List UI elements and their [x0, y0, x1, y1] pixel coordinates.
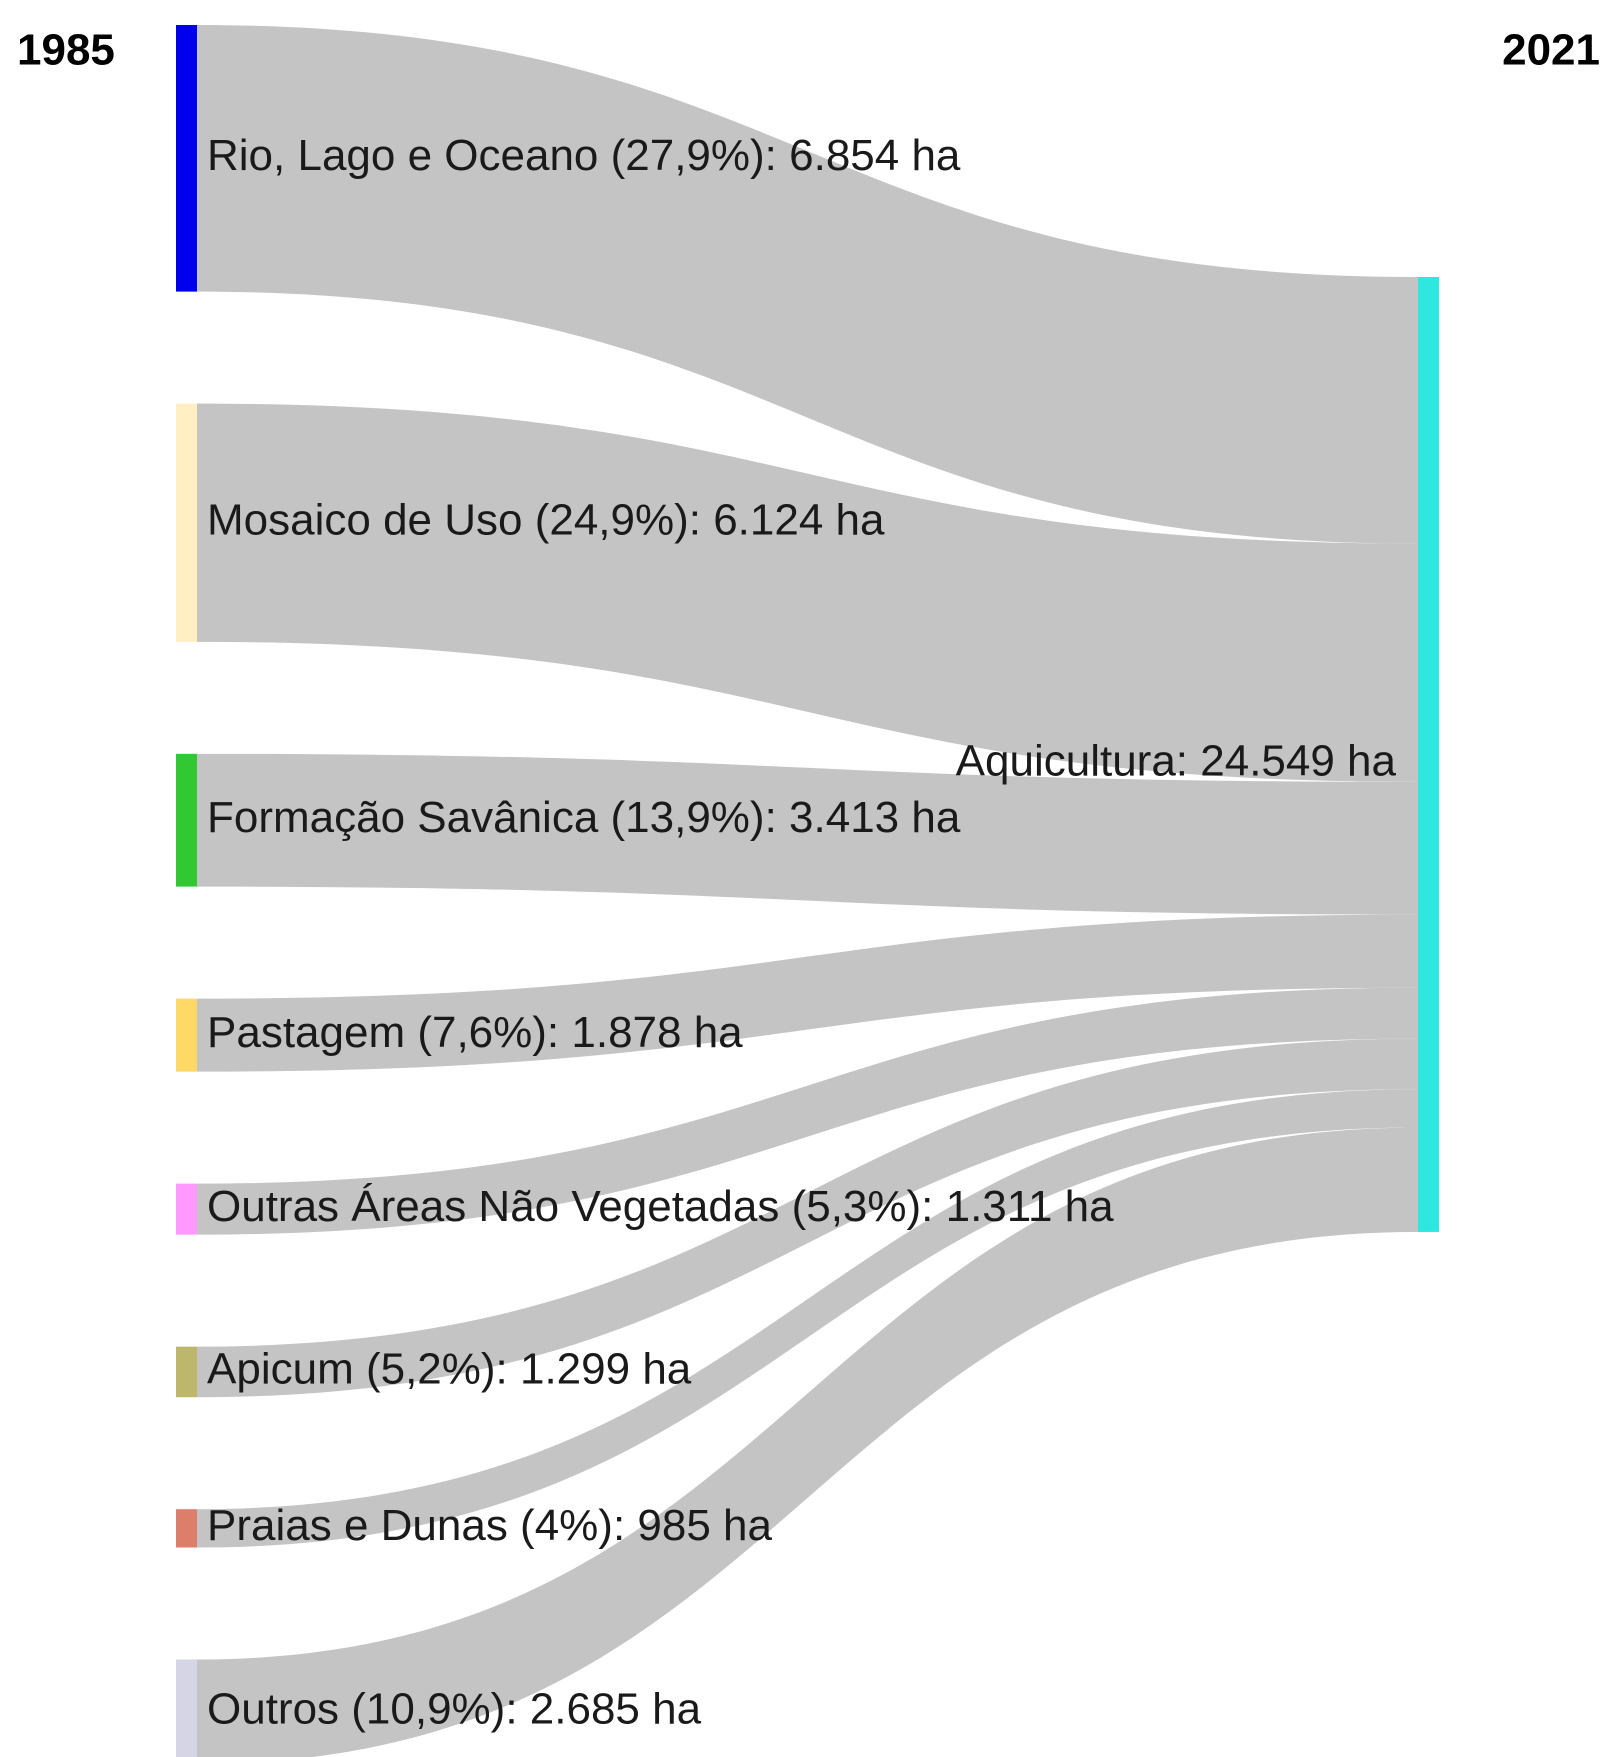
source-label: Pastagem (7,6%): 1.878 ha	[207, 1008, 743, 1057]
link	[197, 914, 1418, 1072]
source-node	[176, 1659, 197, 1757]
link	[197, 1127, 1418, 1757]
source-label: Praias e Dunas (4%): 985 ha	[207, 1501, 773, 1550]
source-label: Apicum (5,2%): 1.299 ha	[207, 1345, 692, 1394]
link	[197, 25, 1418, 544]
source-label: Outros (10,9%): 2.685 ha	[207, 1684, 702, 1733]
link	[197, 1089, 1418, 1548]
source-node	[176, 403, 197, 642]
nodes: Rio, Lago e Oceano (27,9%): 6.854 ha Mosa…	[176, 25, 1439, 1757]
left-column-label: 1985	[17, 26, 115, 75]
source-label: Mosaico de Uso (24,9%): 6.124 ha	[207, 495, 885, 544]
source-node	[176, 998, 197, 1072]
links	[197, 25, 1418, 1757]
right-column-label: 2021	[1502, 26, 1600, 75]
link	[197, 987, 1418, 1235]
source-node	[176, 1183, 197, 1235]
source-node	[176, 1509, 197, 1548]
source-label: Formação Savânica (13,9%): 3.413 ha	[207, 793, 961, 842]
source-label: Outras Áreas Não Vegetadas (5,3%): 1.311…	[207, 1182, 1114, 1231]
source-label: Rio, Lago e Oceano (27,9%): 6.854 ha	[207, 131, 961, 180]
target-node	[1418, 277, 1439, 1232]
link	[197, 403, 1418, 782]
target-label: Aquicultura: 24.549 ha	[956, 737, 1397, 786]
source-node	[176, 25, 197, 292]
source-node	[176, 753, 197, 887]
link	[197, 753, 1418, 915]
link	[197, 1038, 1418, 1398]
source-node	[176, 1346, 197, 1398]
